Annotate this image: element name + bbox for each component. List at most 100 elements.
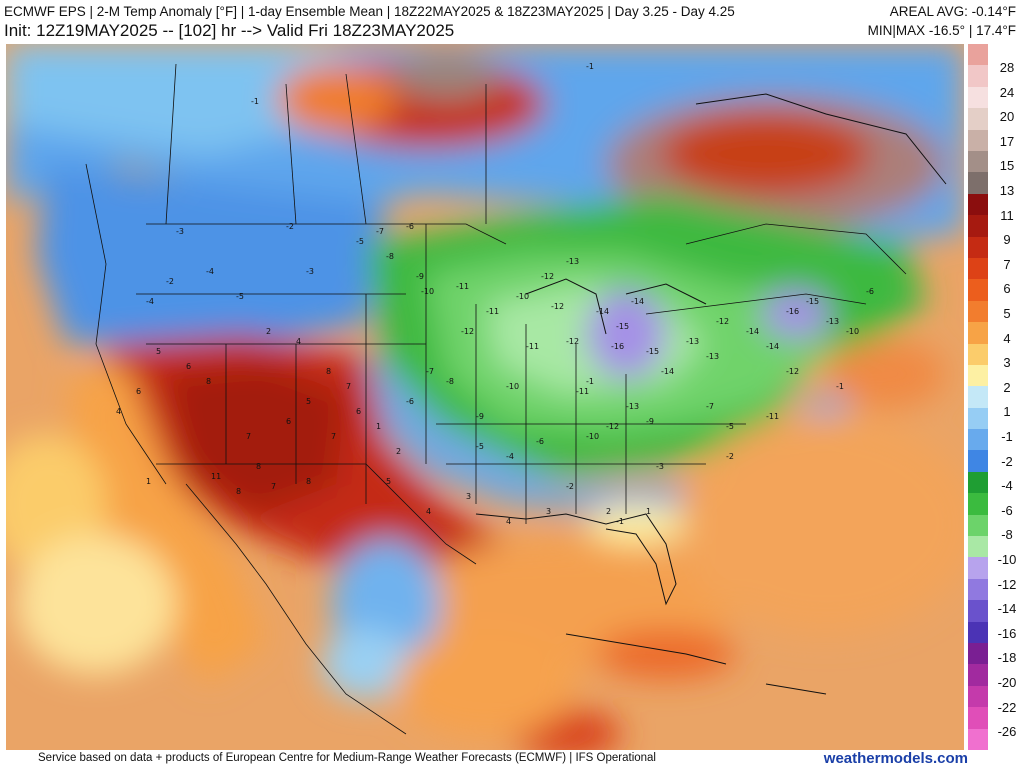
- borders: [85, 63, 907, 735]
- anomaly-value-label: -2: [566, 482, 574, 491]
- legend-label: 24: [999, 84, 1015, 100]
- anomaly-value-label: -4: [146, 297, 154, 306]
- anomaly-value-label: -6: [536, 437, 544, 446]
- anomaly-value-label: -2: [166, 277, 174, 286]
- anomaly-value-label: -4: [506, 452, 514, 461]
- anomaly-value-label: -10: [421, 287, 434, 296]
- legend-label: 3: [1003, 355, 1011, 371]
- legend-label: 11: [1000, 207, 1014, 223]
- anomaly-value-label: -1: [586, 62, 594, 71]
- anomaly-value-label: -6: [406, 222, 414, 231]
- anomaly-value-label: 1: [146, 477, 151, 486]
- legend-label: 2: [1003, 379, 1011, 395]
- anomaly-value-label: 11: [211, 472, 221, 481]
- legend-swatch: [968, 108, 988, 131]
- anomaly-value-label: 4: [506, 517, 511, 526]
- legend-swatch: [968, 193, 988, 216]
- anomaly-value-label: -10: [846, 327, 859, 336]
- legend-label: -18: [997, 650, 1017, 666]
- anomaly-value-label: -12: [716, 317, 729, 326]
- anomaly-value-label: 6: [136, 387, 141, 396]
- anomaly-value-label: -8: [386, 252, 394, 261]
- legend-label: -12: [997, 576, 1017, 592]
- legend-label: -8: [1001, 527, 1013, 543]
- anomaly-value-label: -12: [461, 327, 474, 336]
- data-credit: Service based on data + products of Euro…: [38, 752, 656, 764]
- legend-swatch: [968, 44, 988, 66]
- anomaly-value-label: -12: [606, 422, 619, 431]
- anomaly-value-label: 5: [156, 347, 161, 356]
- legend-swatch: [968, 236, 988, 259]
- anomaly-value-label: 7: [271, 482, 276, 491]
- anomaly-value-label: 2: [606, 507, 611, 516]
- anomaly-value-label: -12: [541, 272, 554, 281]
- legend-swatch: [968, 600, 988, 623]
- legend-swatch: [968, 664, 988, 687]
- legend-label: 15: [999, 158, 1015, 174]
- anomaly-value-label: -16: [611, 342, 624, 351]
- legend-label: -1: [1001, 429, 1013, 444]
- anomaly-value-label: 4: [426, 507, 431, 516]
- coastlines: [475, 93, 947, 695]
- header: ECMWF EPS | 2-M Temp Anomaly [°F] | 1-da…: [0, 0, 1024, 44]
- anomaly-value-label: -3: [306, 267, 314, 276]
- anomaly-value-label: -3: [176, 227, 184, 236]
- legend-label: 20: [999, 109, 1015, 125]
- anomaly-field: [6, 44, 964, 750]
- legend-swatch: [968, 215, 988, 238]
- legend-label: -22: [997, 699, 1017, 715]
- map-value-labels: -1 -1 -1 -1 -2 -3 -4 -2 -4 -5 -3 -5 -7 -6 -8 -9 -10 -11 -1…: [116, 62, 874, 526]
- anomaly-value-label: 3: [546, 507, 551, 516]
- anomaly-value-label: -9: [476, 412, 484, 421]
- anomaly-value-label: -6: [406, 397, 414, 406]
- legend-swatch: [968, 493, 988, 516]
- anomaly-value-label: -14: [746, 327, 759, 336]
- legend-swatch: [968, 685, 988, 708]
- legend-swatch: [968, 343, 988, 366]
- anomaly-value-label: -5: [236, 292, 244, 301]
- anomaly-value-label: 5: [306, 397, 311, 406]
- legend-swatch: [968, 322, 988, 344]
- legend-label: -4: [1001, 478, 1013, 494]
- title-line-1: ECMWF EPS | 2-M Temp Anomaly [°F] | 1-da…: [4, 4, 735, 19]
- anomaly-value-label: 4: [116, 407, 121, 416]
- legend-swatch: [968, 514, 988, 537]
- legend-swatch: [968, 279, 988, 302]
- temperature-anomaly-map: -1 -1 -1 -1 -2 -3 -4 -2 -4 -5 -3 -5 -7 -6 -8 -9 -10 -11 -1…: [6, 44, 964, 750]
- anomaly-value-label: -1: [251, 97, 259, 106]
- anomaly-value-label: -5: [476, 442, 484, 451]
- legend-label: -2: [1001, 453, 1013, 469]
- map-canvas: -1 -1 -1 -1 -2 -3 -4 -2 -4 -5 -3 -5 -7 -6 -8 -9 -10 -11 -1…: [6, 44, 964, 750]
- legend-swatch: [968, 707, 988, 730]
- legend-swatch: [968, 578, 988, 601]
- anomaly-value-label: 8: [256, 462, 261, 471]
- anomaly-value-label: -1: [586, 377, 594, 386]
- title-line-2: Init: 12Z19MAY2025 -- [102] hr --> Valid…: [4, 21, 455, 40]
- anomaly-value-label: 8: [236, 487, 241, 496]
- anomaly-value-label: -7: [376, 227, 384, 236]
- anomaly-value-label: -9: [646, 417, 654, 426]
- anomaly-value-label: -12: [551, 302, 564, 311]
- anomaly-value-label: -15: [806, 297, 819, 306]
- legend-swatch: [968, 364, 988, 387]
- anomaly-value-label: -6: [866, 287, 874, 296]
- legend-label: -16: [997, 625, 1017, 641]
- legend-label: -14: [997, 601, 1017, 617]
- min-max: MIN|MAX -16.5° | 17.4°F: [867, 23, 1016, 38]
- anomaly-value-label: -11: [576, 387, 589, 396]
- anomaly-value-label: -11: [456, 282, 469, 291]
- legend-swatch: [968, 300, 988, 323]
- anomaly-value-label: -16: [786, 307, 799, 316]
- anomaly-value-label: -11: [526, 342, 539, 351]
- legend-label: 4: [1003, 330, 1011, 346]
- anomaly-value-label: -13: [626, 402, 639, 411]
- anomaly-value-label: -7: [426, 367, 434, 376]
- legend-swatch: [968, 429, 988, 451]
- anomaly-value-label: 7: [331, 432, 336, 441]
- anomaly-value-label: -11: [486, 307, 499, 316]
- legend-label: 6: [1003, 281, 1011, 297]
- legend-swatch: [968, 129, 988, 152]
- anomaly-value-label: -1: [616, 517, 624, 526]
- legend-label: 5: [1003, 306, 1011, 321]
- site-link[interactable]: weathermodels.com: [823, 750, 968, 767]
